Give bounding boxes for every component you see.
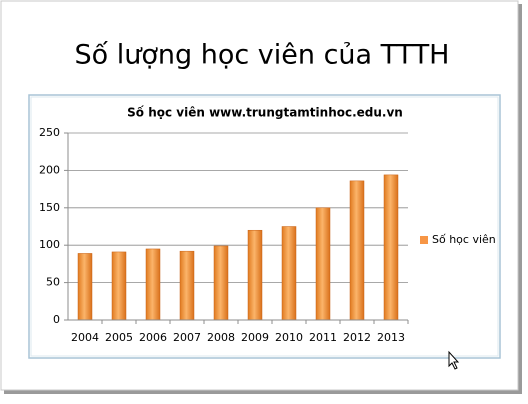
x-tick-label: 2013 <box>377 331 405 344</box>
bar <box>247 229 263 321</box>
chart-frame[interactable] <box>28 94 501 359</box>
x-tick-label: 2005 <box>105 331 133 344</box>
x-tick-label: 2010 <box>275 331 303 344</box>
bar <box>383 174 399 321</box>
y-tick-label: 0 <box>53 313 60 326</box>
bar <box>349 180 365 321</box>
x-tick-label: 2008 <box>207 331 235 344</box>
bar <box>315 207 331 321</box>
bar <box>111 251 127 321</box>
legend-label: Số học viên <box>432 233 496 246</box>
slide-title: Số lượng học viên của TTTH <box>75 40 450 71</box>
legend-swatch <box>420 236 428 244</box>
x-tick-label: 2012 <box>343 331 371 344</box>
y-tick-label: 100 <box>39 238 60 251</box>
y-tick-label: 150 <box>39 201 60 214</box>
bar <box>145 248 161 321</box>
bar <box>213 245 229 321</box>
bar <box>77 253 93 321</box>
x-tick-label: 2006 <box>139 331 167 344</box>
bar <box>281 226 297 321</box>
y-tick-label: 200 <box>39 163 60 176</box>
chart-frame-inner <box>30 96 499 357</box>
chart-title: Số học viên www.trungtamtinhoc.edu.vn <box>127 106 403 120</box>
x-tick-label: 2011 <box>309 331 337 344</box>
bar <box>179 250 195 321</box>
x-tick-label: 2004 <box>71 331 99 344</box>
x-tick-label: 2007 <box>173 331 201 344</box>
y-tick-label: 50 <box>46 276 60 289</box>
mouse-cursor <box>448 350 460 370</box>
y-tick-label: 250 <box>39 126 60 139</box>
x-tick-label: 2009 <box>241 331 269 344</box>
